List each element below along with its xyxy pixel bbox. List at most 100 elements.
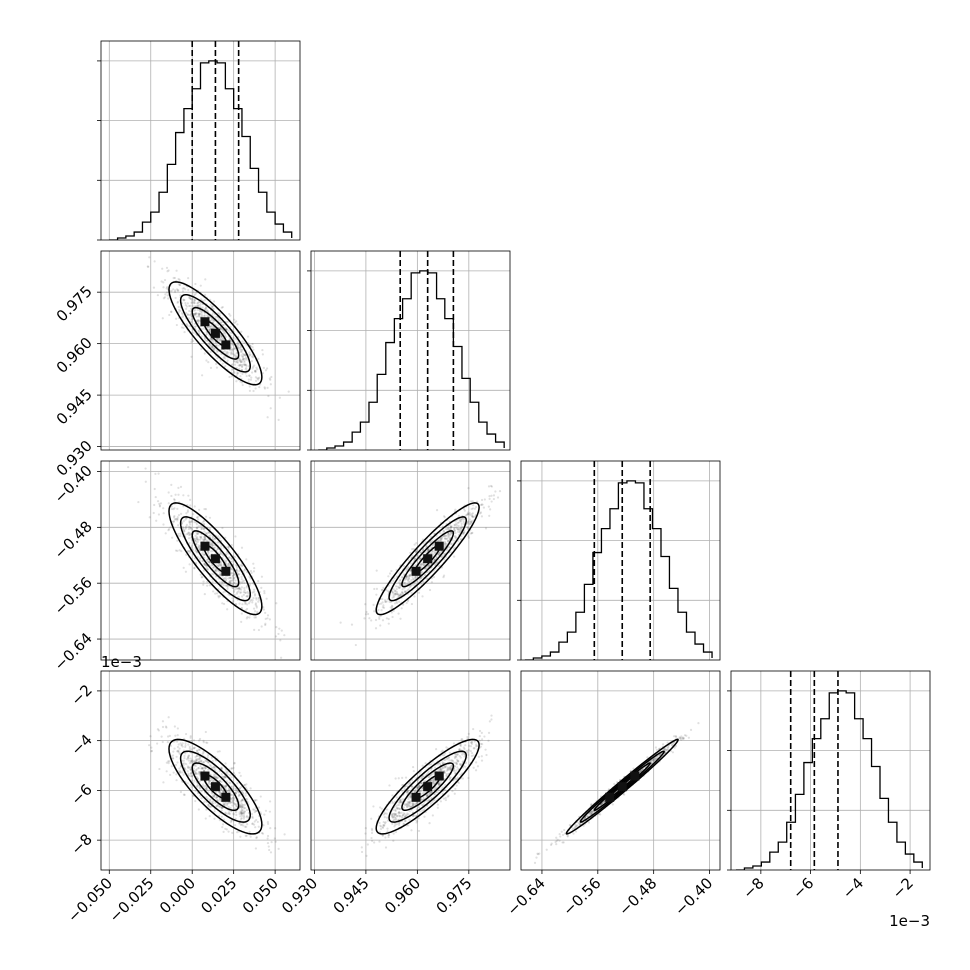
sample-point bbox=[210, 344, 213, 347]
sample-point bbox=[461, 518, 464, 521]
sample-point bbox=[469, 513, 472, 517]
sample-point bbox=[205, 786, 209, 789]
sample-point bbox=[386, 819, 390, 822]
sample-point bbox=[176, 516, 179, 519]
sample-point bbox=[201, 559, 204, 562]
sample-point bbox=[253, 799, 257, 802]
sample-point bbox=[211, 339, 214, 342]
sample-point bbox=[421, 774, 425, 778]
sample-point bbox=[406, 600, 410, 603]
sample-point bbox=[211, 572, 214, 575]
sample-point bbox=[215, 344, 219, 347]
sample-point bbox=[462, 520, 465, 523]
sample-point bbox=[174, 763, 178, 767]
sample-point bbox=[224, 784, 227, 787]
sample-point bbox=[215, 349, 218, 352]
sample-point bbox=[190, 340, 193, 344]
sample-point bbox=[240, 612, 243, 615]
sample-point bbox=[478, 729, 482, 733]
sample-point bbox=[408, 801, 412, 805]
sample-point bbox=[252, 570, 256, 573]
sample-point bbox=[240, 581, 244, 585]
sample-point bbox=[221, 602, 224, 605]
sample-point bbox=[241, 603, 244, 606]
sample-point bbox=[235, 789, 238, 792]
sample-point bbox=[189, 297, 192, 300]
sample-point bbox=[223, 801, 226, 804]
sample-point bbox=[210, 542, 214, 546]
sample-point bbox=[200, 797, 203, 800]
sample-point bbox=[467, 520, 470, 523]
sample-point bbox=[464, 744, 467, 747]
sample-point bbox=[171, 757, 174, 760]
sample-point bbox=[173, 276, 176, 280]
sample-point bbox=[197, 319, 201, 322]
sample-point bbox=[134, 240, 136, 242]
sample-point bbox=[367, 612, 370, 616]
sample-point bbox=[230, 776, 233, 779]
sample-point bbox=[175, 517, 178, 521]
sample-point bbox=[224, 335, 228, 339]
sample-point bbox=[214, 568, 217, 572]
sample-point bbox=[239, 804, 242, 807]
sample-point bbox=[454, 787, 457, 790]
sample-point bbox=[264, 369, 268, 372]
sample-point bbox=[242, 812, 245, 815]
sample-point bbox=[374, 627, 378, 630]
sample-point bbox=[255, 809, 258, 813]
sample-point bbox=[177, 751, 180, 754]
sample-point bbox=[230, 368, 234, 372]
sample-point bbox=[227, 351, 230, 354]
sample-point bbox=[235, 352, 238, 355]
sample-point bbox=[208, 799, 212, 802]
sample-point bbox=[237, 595, 240, 598]
sample-point bbox=[225, 579, 228, 582]
sample-point bbox=[209, 541, 213, 544]
sample-point bbox=[408, 782, 412, 785]
sample-point bbox=[218, 595, 222, 598]
sample-point bbox=[422, 580, 425, 584]
sample-point bbox=[212, 573, 215, 576]
panel-plot-area bbox=[101, 41, 300, 240]
sample-point bbox=[196, 772, 200, 775]
sample-point bbox=[446, 795, 450, 798]
sample-point bbox=[241, 564, 244, 567]
sample-point bbox=[233, 347, 236, 350]
sample-point bbox=[192, 759, 195, 762]
sample-point bbox=[450, 525, 453, 528]
sample-point bbox=[394, 777, 397, 780]
sample-point bbox=[245, 363, 248, 366]
sample-point bbox=[403, 583, 407, 587]
sample-point bbox=[204, 767, 207, 770]
sample-point bbox=[219, 561, 222, 565]
sample-point bbox=[244, 354, 247, 357]
sample-point bbox=[226, 585, 229, 588]
sample-point bbox=[421, 782, 424, 785]
sample-point bbox=[280, 656, 283, 659]
sample-point bbox=[162, 507, 165, 510]
sample-point bbox=[182, 315, 185, 318]
sample-point bbox=[253, 628, 256, 631]
sample-point bbox=[247, 602, 251, 605]
sample-point bbox=[380, 602, 383, 605]
sample-point bbox=[469, 500, 473, 503]
sample-point bbox=[578, 822, 581, 825]
sample-point bbox=[166, 294, 169, 297]
sample-point bbox=[238, 573, 241, 576]
panel-plot-area bbox=[311, 251, 510, 450]
sample-point bbox=[200, 767, 203, 770]
sample-point bbox=[243, 810, 246, 813]
sample-point bbox=[370, 817, 373, 820]
sample-point bbox=[192, 747, 195, 750]
sample-point bbox=[252, 365, 255, 369]
sample-point bbox=[455, 784, 458, 787]
sample-point bbox=[411, 804, 414, 808]
sample-point bbox=[235, 603, 238, 606]
sample-point bbox=[419, 563, 422, 566]
sample-point bbox=[417, 829, 421, 833]
sample-point bbox=[203, 352, 206, 355]
sample-point bbox=[248, 374, 251, 377]
sample-point bbox=[463, 531, 466, 534]
sample-point bbox=[188, 533, 191, 537]
